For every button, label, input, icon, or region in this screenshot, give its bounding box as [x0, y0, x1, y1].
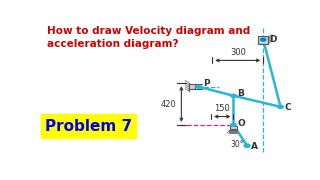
Text: O: O [237, 119, 245, 128]
Text: 300: 300 [230, 48, 246, 57]
Text: B: B [237, 89, 244, 98]
Bar [189, 84, 195, 89]
Circle shape [231, 123, 236, 126]
Bar [230, 126, 237, 129]
Circle shape [231, 94, 236, 97]
Text: C: C [284, 103, 291, 112]
Circle shape [278, 105, 283, 108]
Text: 30°: 30° [230, 140, 244, 149]
Circle shape [196, 85, 202, 88]
Text: 150: 150 [214, 104, 230, 113]
Text: D: D [269, 35, 276, 44]
Text: P: P [203, 79, 209, 88]
Text: 420: 420 [161, 100, 176, 109]
Circle shape [261, 38, 266, 41]
Text: How to draw Velocity diagram and
acceleration diagram?: How to draw Velocity diagram and acceler… [47, 26, 251, 49]
Text: A: A [251, 142, 258, 151]
Bar [258, 36, 268, 44]
Text: Problem 7: Problem 7 [45, 119, 132, 134]
Circle shape [244, 144, 250, 147]
